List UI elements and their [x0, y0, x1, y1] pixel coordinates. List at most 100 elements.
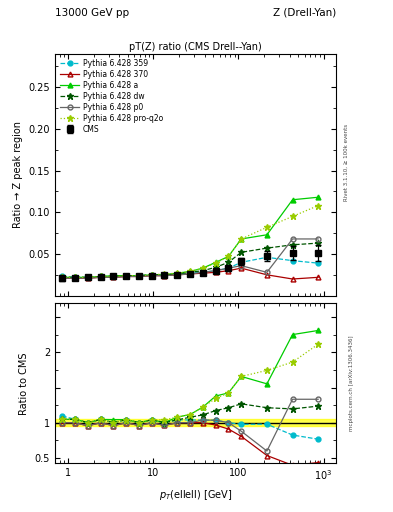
Pythia 6.428 pro-q2o	[213, 260, 218, 266]
Pythia 6.428 dw	[316, 240, 321, 246]
Legend: Pythia 6.428 359, Pythia 6.428 370, Pythia 6.428 a, Pythia 6.428 dw, Pythia 6.42: Pythia 6.428 359, Pythia 6.428 370, Pyth…	[59, 57, 164, 135]
Bar	[55, 419, 336, 426]
Pythia 6.428 a	[73, 274, 77, 281]
Pythia 6.428 359	[162, 272, 167, 278]
Pythia 6.428 dw	[213, 264, 218, 270]
Pythia 6.428 pro-q2o	[98, 273, 103, 280]
Pythia 6.428 359	[60, 273, 64, 280]
Pythia 6.428 370	[239, 265, 244, 271]
Pythia 6.428 p0	[60, 275, 64, 281]
Pythia 6.428 a	[98, 273, 103, 280]
Pythia 6.428 359	[226, 265, 231, 271]
Pythia 6.428 pro-q2o	[162, 271, 167, 277]
Pythia 6.428 370	[137, 273, 141, 280]
Pythia 6.428 a	[149, 272, 154, 278]
Pythia 6.428 359	[149, 272, 154, 278]
Pythia 6.428 370	[124, 273, 129, 280]
Pythia 6.428 pro-q2o	[85, 274, 90, 281]
Pythia 6.428 a	[226, 253, 231, 260]
Pythia 6.428 359	[111, 273, 116, 280]
Pythia 6.428 370	[73, 275, 77, 281]
Text: 13000 GeV pp: 13000 GeV pp	[55, 8, 129, 18]
Pythia 6.428 dw	[149, 272, 154, 278]
Pythia 6.428 dw	[85, 274, 90, 281]
Pythia 6.428 p0	[175, 272, 180, 278]
Line: Pythia 6.428 a: Pythia 6.428 a	[60, 195, 321, 280]
Line: Pythia 6.428 370: Pythia 6.428 370	[60, 266, 321, 282]
Pythia 6.428 359	[73, 274, 77, 281]
Pythia 6.428 p0	[98, 274, 103, 281]
Pythia 6.428 pro-q2o	[290, 214, 295, 220]
Pythia 6.428 a	[175, 270, 180, 276]
Pythia 6.428 359	[290, 258, 295, 264]
Text: mcplots.cern.ch [arXiv:1306.3436]: mcplots.cern.ch [arXiv:1306.3436]	[349, 335, 354, 431]
Pythia 6.428 370	[175, 272, 180, 278]
Y-axis label: Ratio → Z peak region: Ratio → Z peak region	[13, 121, 23, 228]
Pythia 6.428 dw	[98, 273, 103, 280]
Pythia 6.428 359	[188, 270, 193, 276]
Pythia 6.428 a	[316, 194, 321, 200]
Pythia 6.428 359	[213, 268, 218, 274]
Line: Pythia 6.428 p0: Pythia 6.428 p0	[60, 237, 321, 281]
Pythia 6.428 p0	[213, 268, 218, 274]
Pythia 6.428 p0	[73, 275, 77, 281]
Pythia 6.428 pro-q2o	[200, 265, 205, 271]
Pythia 6.428 dw	[60, 274, 64, 281]
Pythia 6.428 pro-q2o	[149, 272, 154, 278]
Text: Rivet 3.1.10, ≥ 100k events: Rivet 3.1.10, ≥ 100k events	[344, 124, 349, 201]
Pythia 6.428 359	[137, 272, 141, 279]
Pythia 6.428 359	[200, 269, 205, 275]
Pythia 6.428 pro-q2o	[137, 272, 141, 279]
Pythia 6.428 370	[264, 272, 269, 278]
Pythia 6.428 370	[111, 274, 116, 281]
Pythia 6.428 359	[316, 260, 321, 266]
Pythia 6.428 370	[290, 276, 295, 282]
Pythia 6.428 dw	[175, 271, 180, 277]
Pythia 6.428 a	[264, 232, 269, 238]
Pythia 6.428 pro-q2o	[60, 274, 64, 281]
Pythia 6.428 pro-q2o	[73, 274, 77, 281]
Pythia 6.428 359	[175, 271, 180, 277]
Pythia 6.428 370	[162, 272, 167, 279]
Pythia 6.428 370	[213, 269, 218, 275]
Pythia 6.428 pro-q2o	[124, 272, 129, 279]
Pythia 6.428 p0	[149, 272, 154, 279]
Title: pT(Z) ratio (CMS Drell--Yan): pT(Z) ratio (CMS Drell--Yan)	[129, 41, 262, 52]
Line: Pythia 6.428 pro-q2o: Pythia 6.428 pro-q2o	[59, 202, 321, 281]
Line: Pythia 6.428 359: Pythia 6.428 359	[60, 255, 321, 280]
Pythia 6.428 p0	[137, 273, 141, 280]
Pythia 6.428 370	[98, 274, 103, 281]
Pythia 6.428 pro-q2o	[226, 253, 231, 260]
Pythia 6.428 359	[239, 259, 244, 265]
Pythia 6.428 p0	[85, 275, 90, 281]
Pythia 6.428 a	[290, 197, 295, 203]
Pythia 6.428 a	[111, 272, 116, 279]
Pythia 6.428 dw	[162, 272, 167, 278]
Line: Pythia 6.428 dw: Pythia 6.428 dw	[59, 240, 321, 281]
Pythia 6.428 370	[188, 271, 193, 277]
Pythia 6.428 p0	[111, 274, 116, 281]
Pythia 6.428 p0	[290, 236, 295, 242]
Pythia 6.428 p0	[124, 273, 129, 280]
Pythia 6.428 370	[200, 270, 205, 276]
Pythia 6.428 p0	[226, 265, 231, 271]
Pythia 6.428 370	[60, 275, 64, 281]
Pythia 6.428 pro-q2o	[175, 270, 180, 276]
Pythia 6.428 a	[85, 274, 90, 281]
Pythia 6.428 359	[85, 274, 90, 281]
Pythia 6.428 p0	[264, 269, 269, 275]
Pythia 6.428 359	[98, 273, 103, 280]
Pythia 6.428 a	[60, 274, 64, 281]
Pythia 6.428 dw	[111, 273, 116, 280]
Pythia 6.428 dw	[226, 259, 231, 265]
Pythia 6.428 pro-q2o	[188, 268, 193, 274]
Pythia 6.428 p0	[200, 269, 205, 275]
Pythia 6.428 pro-q2o	[264, 224, 269, 230]
Pythia 6.428 a	[200, 265, 205, 271]
Pythia 6.428 pro-q2o	[316, 203, 321, 209]
Pythia 6.428 dw	[124, 272, 129, 279]
Pythia 6.428 359	[124, 272, 129, 279]
Pythia 6.428 a	[124, 272, 129, 279]
Pythia 6.428 dw	[200, 268, 205, 274]
Pythia 6.428 p0	[316, 236, 321, 242]
